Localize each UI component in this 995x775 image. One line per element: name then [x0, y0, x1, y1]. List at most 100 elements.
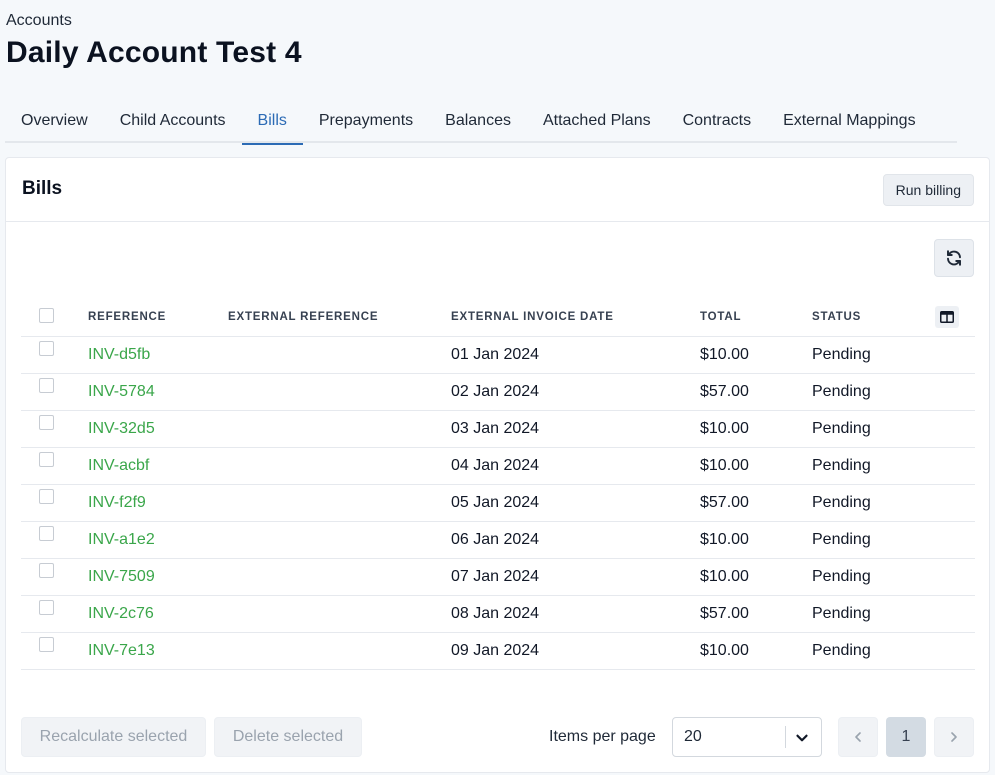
tab-balances[interactable]: Balances [445, 112, 511, 129]
recalculate-selected-button[interactable]: Recalculate selected [21, 717, 206, 757]
row-checkbox[interactable] [39, 377, 54, 393]
row-spacer-cell [935, 373, 975, 411]
header-total[interactable]: TOTAL [700, 298, 812, 337]
invoice-date-cell: 03 Jan 2024 [451, 410, 700, 448]
reference-link[interactable]: INV-acbf [88, 456, 150, 474]
reference-link[interactable]: INV-f2f9 [88, 493, 146, 511]
total-cell: $10.00 [700, 447, 812, 485]
table-row[interactable]: INV-2c76 08 Jan 2024 $57.00 Pending [21, 595, 975, 633]
reference-cell: INV-7509 [88, 558, 228, 596]
table-row[interactable]: INV-acbf 04 Jan 2024 $10.00 Pending [21, 447, 975, 485]
status-cell: Pending [812, 336, 935, 374]
tab-attached-plans[interactable]: Attached Plans [542, 112, 651, 129]
tab-bills[interactable]: Bills [241, 104, 304, 145]
header-reference[interactable]: REFERENCE [88, 298, 228, 337]
items-per-page-select[interactable]: 20 [672, 717, 822, 757]
page-number-button[interactable]: 1 [886, 717, 926, 757]
row-select-cell [21, 336, 88, 374]
select-divider [785, 726, 786, 748]
row-select-cell [21, 595, 88, 633]
total-cell: $10.00 [700, 632, 812, 670]
refresh-icon [947, 250, 961, 266]
table-row[interactable]: INV-f2f9 05 Jan 2024 $57.00 Pending [21, 484, 975, 522]
invoice-date-cell: 05 Jan 2024 [451, 484, 700, 522]
reference-link[interactable]: INV-32d5 [88, 419, 155, 437]
row-checkbox[interactable] [39, 488, 54, 504]
reference-link[interactable]: INV-a1e2 [88, 530, 155, 548]
status-cell: Pending [812, 521, 935, 559]
status-cell: Pending [812, 632, 935, 670]
invoice-date-cell: 07 Jan 2024 [451, 558, 700, 596]
row-checkbox[interactable] [39, 636, 54, 652]
reference-cell: INV-5784 [88, 373, 228, 411]
reference-link[interactable]: INV-2c76 [88, 604, 154, 622]
table-row[interactable]: INV-32d5 03 Jan 2024 $10.00 Pending [21, 410, 975, 448]
delete-selected-button[interactable]: Delete selected [214, 717, 362, 757]
select-all-checkbox[interactable] [39, 307, 54, 323]
row-spacer-cell [935, 447, 975, 485]
reference-cell: INV-d5fb [88, 336, 228, 374]
row-spacer-cell [935, 632, 975, 670]
previous-page-button[interactable] [838, 717, 878, 757]
row-spacer-cell [935, 521, 975, 559]
total-cell: $57.00 [700, 484, 812, 522]
row-select-cell [21, 521, 88, 559]
page-title: Daily Account Test 4 [6, 36, 302, 69]
tab-prepayments[interactable]: Prepayments [318, 112, 414, 129]
table-header-row: REFERENCE EXTERNAL REFERENCE EXTERNAL IN… [21, 298, 975, 337]
next-page-button[interactable] [934, 717, 974, 757]
table-row[interactable]: INV-a1e2 06 Jan 2024 $10.00 Pending [21, 521, 975, 559]
row-select-cell [21, 447, 88, 485]
row-checkbox[interactable] [39, 525, 54, 541]
header-external-reference[interactable]: EXTERNAL REFERENCE [228, 298, 451, 337]
column-settings-cell [935, 298, 975, 337]
external-reference-cell [228, 410, 451, 448]
columns-icon[interactable] [935, 305, 959, 328]
status-cell: Pending [812, 484, 935, 522]
tab-overview[interactable]: Overview [21, 112, 88, 129]
invoice-date-cell: 08 Jan 2024 [451, 595, 700, 633]
row-checkbox[interactable] [39, 340, 54, 356]
total-cell: $10.00 [700, 410, 812, 448]
tab-external-mappings[interactable]: External Mappings [783, 112, 916, 129]
run-billing-button[interactable]: Run billing [882, 174, 974, 206]
row-checkbox[interactable] [39, 562, 54, 578]
external-reference-cell [228, 632, 451, 670]
table-row[interactable]: INV-5784 02 Jan 2024 $57.00 Pending [21, 373, 975, 411]
header-status[interactable]: STATUS [812, 298, 935, 337]
row-spacer-cell [935, 484, 975, 522]
total-cell: $10.00 [700, 521, 812, 559]
row-select-cell [21, 410, 88, 448]
breadcrumb[interactable]: Accounts [6, 12, 72, 29]
refresh-button[interactable] [934, 239, 974, 277]
total-cell: $10.00 [700, 558, 812, 596]
tab-child-accounts[interactable]: Child Accounts [119, 112, 226, 129]
header-external-invoice-date[interactable]: EXTERNAL INVOICE DATE [451, 298, 700, 337]
row-checkbox[interactable] [39, 414, 54, 430]
row-select-cell [21, 373, 88, 411]
tab-contracts[interactable]: Contracts [682, 112, 752, 129]
row-checkbox[interactable] [39, 451, 54, 467]
external-reference-cell [228, 558, 451, 596]
select-all-cell [21, 298, 88, 337]
external-reference-cell [228, 484, 451, 522]
reference-link[interactable]: INV-7509 [88, 567, 155, 585]
table-row[interactable]: INV-d5fb 01 Jan 2024 $10.00 Pending [21, 336, 975, 374]
row-spacer-cell [935, 558, 975, 596]
table-row[interactable]: INV-7e13 09 Jan 2024 $10.00 Pending [21, 632, 975, 670]
total-cell: $57.00 [700, 373, 812, 411]
row-select-cell [21, 632, 88, 670]
reference-link[interactable]: INV-d5fb [88, 345, 151, 363]
reference-link[interactable]: INV-5784 [88, 382, 155, 400]
items-per-page-value: 20 [684, 728, 702, 745]
reference-link[interactable]: INV-7e13 [88, 641, 155, 659]
row-spacer-cell [935, 336, 975, 374]
chevron-down-icon [796, 734, 808, 742]
row-checkbox[interactable] [39, 599, 54, 615]
items-per-page-label: Items per page [549, 728, 656, 745]
reference-cell: INV-f2f9 [88, 484, 228, 522]
total-cell: $57.00 [700, 595, 812, 633]
invoice-date-cell: 02 Jan 2024 [451, 373, 700, 411]
table-row[interactable]: INV-7509 07 Jan 2024 $10.00 Pending [21, 558, 975, 596]
invoice-date-cell: 09 Jan 2024 [451, 632, 700, 670]
